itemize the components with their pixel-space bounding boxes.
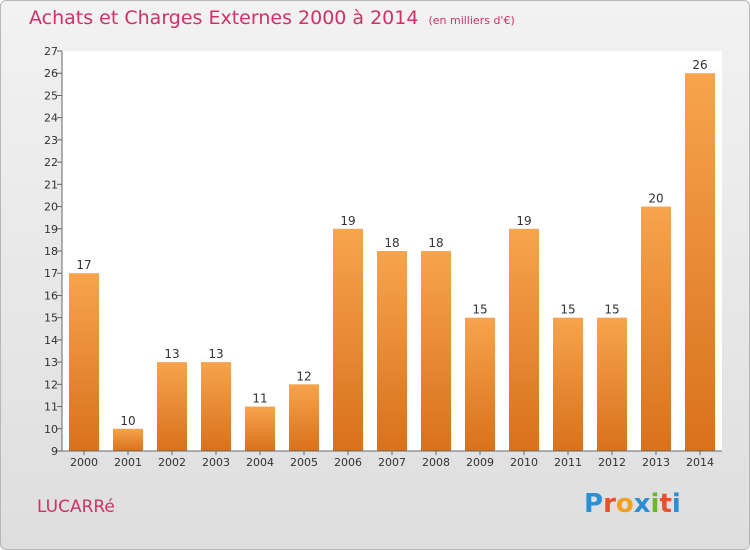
y-tick-label: 25: [44, 89, 58, 102]
bar-2000: [69, 273, 99, 451]
y-tick-label: 9: [51, 445, 58, 458]
y-tick-label: 16: [44, 289, 58, 302]
x-tick-label: 2001: [114, 456, 142, 469]
bar-2011: [553, 317, 583, 451]
y-tick-label: 19: [44, 223, 58, 236]
logo-letter: t: [659, 489, 672, 519]
bar-2005: [289, 384, 319, 451]
data-label-2009: 15: [472, 303, 487, 317]
x-tick-label: 2002: [158, 456, 186, 469]
data-label-2000: 17: [76, 258, 91, 272]
y-tick-label: 11: [44, 401, 58, 414]
data-label-2001: 10: [120, 414, 135, 428]
x-tick-label: 2000: [70, 456, 98, 469]
bar-2006: [333, 228, 363, 451]
bar-2001: [113, 428, 143, 451]
y-tick-label: 20: [44, 201, 58, 214]
bar-2007: [377, 251, 407, 451]
y-tick-label: 15: [44, 312, 58, 325]
y-tick-label: 22: [44, 156, 58, 169]
data-label-2011: 15: [560, 303, 575, 317]
bar-2002: [157, 362, 187, 451]
data-label-2002: 13: [164, 347, 179, 361]
x-tick-label: 2009: [466, 456, 494, 469]
logo-letter: i: [671, 489, 681, 519]
data-label-2005: 12: [296, 369, 311, 383]
proxiti-logo: Proxiti: [584, 489, 681, 519]
x-tick-label: 2006: [334, 456, 362, 469]
title-row: Achats et Charges Externes 2000 à 2014 (e…: [29, 7, 515, 29]
y-tick-label: 13: [44, 356, 58, 369]
y-tick-label: 10: [44, 423, 58, 436]
data-label-2004: 11: [252, 392, 267, 406]
logo-letter: o: [615, 489, 634, 519]
bar-2004: [245, 406, 275, 451]
logo-letter: r: [603, 489, 616, 519]
y-tick-label: 18: [44, 245, 58, 258]
x-tick-label: 2004: [246, 456, 274, 469]
data-label-2010: 19: [516, 214, 531, 228]
y-tick-label: 17: [44, 267, 58, 280]
x-tick-label: 2007: [378, 456, 406, 469]
y-tick-label: 21: [44, 178, 58, 191]
data-label-2014: 26: [692, 58, 707, 72]
x-tick-label: 2011: [554, 456, 582, 469]
y-tick-label: 12: [44, 378, 58, 391]
data-label-2003: 13: [208, 347, 223, 361]
x-tick-label: 2003: [202, 456, 230, 469]
commune-name: LUCARRé: [37, 497, 115, 517]
x-tick-label: 2008: [422, 456, 450, 469]
bar-2013: [641, 206, 671, 451]
chart-unit: (en milliers d'€): [428, 14, 515, 27]
bar-2008: [421, 251, 451, 451]
bar-2014: [685, 73, 715, 451]
x-tick-label: 2005: [290, 456, 318, 469]
bar-2010: [509, 228, 539, 451]
y-tick-label: 24: [44, 112, 58, 125]
bar-2012: [597, 317, 627, 451]
data-label-2008: 18: [428, 236, 443, 250]
x-tick-label: 2010: [510, 456, 538, 469]
x-tick-label: 2013: [642, 456, 670, 469]
logo-letter: P: [584, 489, 604, 519]
bar-2009: [465, 317, 495, 451]
data-label-2007: 18: [384, 236, 399, 250]
logo-letter: x: [633, 489, 651, 519]
x-tick-label: 2012: [598, 456, 626, 469]
logo-letter: i: [650, 489, 660, 519]
data-label-2012: 15: [604, 303, 619, 317]
y-tick-label: 14: [44, 334, 58, 347]
data-label-2006: 19: [340, 214, 355, 228]
y-tick-label: 27: [44, 45, 58, 58]
bar-2003: [201, 362, 231, 451]
chart-title: Achats et Charges Externes 2000 à 2014: [29, 7, 419, 29]
y-tick-label: 26: [44, 67, 58, 80]
y-tick-label: 23: [44, 134, 58, 147]
data-label-2013: 20: [648, 192, 663, 206]
x-tick-label: 2014: [686, 456, 714, 469]
